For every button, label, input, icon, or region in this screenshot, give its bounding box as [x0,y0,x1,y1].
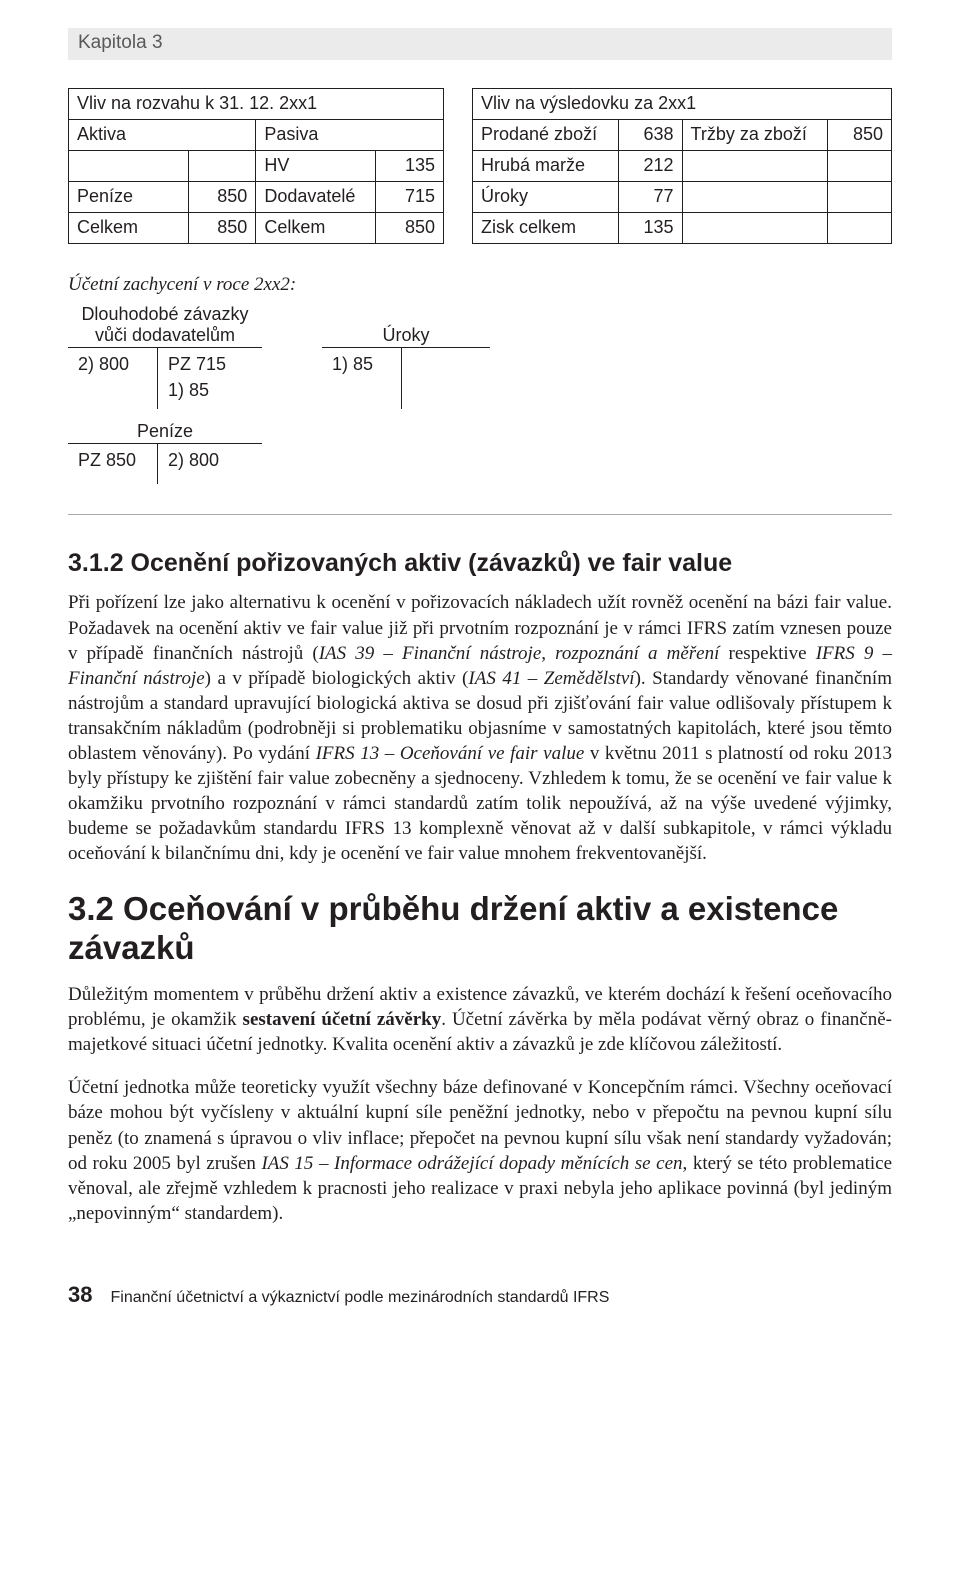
text-run-italic: IAS 41 – Zemědělství [468,668,634,689]
t-account-entry: PZ 715 [168,352,252,377]
table-cell: 212 [618,151,682,182]
text-run-italic: IAS 15 – Informace odrážející dopady měn… [261,1153,682,1174]
balance-table: Vliv na rozvahu k 31. 12. 2xx1 Aktiva Pa… [68,88,444,244]
table-cell [828,213,892,244]
t-account-title: Peníze [68,421,262,442]
chapter-label: Kapitola 3 [68,28,892,60]
divider [68,514,892,515]
table-cell: 715 [376,182,444,213]
balance-header-aktiva: Aktiva [69,120,256,151]
t-account-uroky: Úroky 1) 85 [322,325,490,409]
table-cell [188,151,256,182]
income-table-title: Vliv na výsledovku za 2xx1 [473,89,892,120]
table-cell [69,151,189,182]
table-cell: Zisk celkem [473,213,619,244]
table-cell: 135 [376,151,444,182]
table-cell: Hrubá marže [473,151,619,182]
table-cell [682,182,828,213]
table-cell: 850 [188,182,256,213]
table-cell: Peníze [69,182,189,213]
text-run-bold: sestavení účetní závěrky [243,1009,442,1030]
table-cell: HV [256,151,376,182]
table-cell: Celkem [256,213,376,244]
table-cell [682,213,828,244]
table-cell [828,182,892,213]
t-account-entry: PZ 850 [78,448,147,473]
table-cell: 850 [828,120,892,151]
text-run: respektive [719,643,815,664]
income-table: Vliv na výsledovku za 2xx1 Prodané zboží… [472,88,892,244]
table-cell: Dodavatelé [256,182,376,213]
t-account-entry: 1) 85 [332,352,391,377]
t-account-title-line: Dlouhodobé závazky [68,304,262,325]
balance-table-title: Vliv na rozvahu k 31. 12. 2xx1 [69,89,444,120]
t-account-title-line: vůči dodavatelům [68,325,262,346]
page-number: 38 [68,1282,92,1308]
table-cell: 638 [618,120,682,151]
t-account-dlouhodobe-zavazky: Dlouhodobé závazky vůči dodavatelům 2) 8… [68,304,262,409]
t-accounts-row-2: Peníze PZ 850 2) 800 [68,421,892,485]
tables-row: Vliv na rozvahu k 31. 12. 2xx1 Aktiva Pa… [68,88,892,244]
table-cell: Úroky [473,182,619,213]
table-cell: 135 [618,213,682,244]
table-cell: Tržby za zboží [682,120,828,151]
section-312-paragraph: Při pořízení lze jako alternativu k ocen… [68,590,892,866]
text-run: ) a v případě biologických aktiv ( [205,668,469,689]
t-account-entry: 2) 800 [168,448,252,473]
table-cell: 850 [376,213,444,244]
t-accounts-row-1: Dlouhodobé závazky vůči dodavatelům 2) 8… [68,304,892,409]
t-account-penize: Peníze PZ 850 2) 800 [68,421,262,485]
section-32-paragraph-1: Důležitým momentem v průběhu držení akti… [68,982,892,1057]
section-32-title: 3.2 Oceňování v průběhu držení aktiv a e… [68,890,892,968]
table-cell: 77 [618,182,682,213]
page-footer: 38 Finanční účetnictví a výkaznictví pod… [68,1282,892,1308]
section-312-title: 3.1.2 Ocenění pořizovaných aktiv (závazk… [68,549,892,578]
subheading-italic: Účetní zachycení v roce 2xx2: [68,274,892,296]
t-account-entry: 1) 85 [168,378,252,403]
text-run-italic: IFRS 13 – Oceňování ve fair value [316,743,585,764]
table-cell: Prodané zboží [473,120,619,151]
table-cell: 850 [188,213,256,244]
text-run-italic: IAS 39 – Finanční nástroje, rozpoznání a… [319,643,720,664]
t-account-title: Úroky [322,325,490,346]
table-cell: Celkem [69,213,189,244]
table-cell [828,151,892,182]
t-account-entry: 2) 800 [78,352,147,377]
section-32-paragraph-2: Účetní jednotka může teoreticky využít v… [68,1075,892,1225]
table-cell [682,151,828,182]
balance-header-pasiva: Pasiva [256,120,444,151]
footer-title: Finanční účetnictví a výkaznictví podle … [110,1289,609,1307]
